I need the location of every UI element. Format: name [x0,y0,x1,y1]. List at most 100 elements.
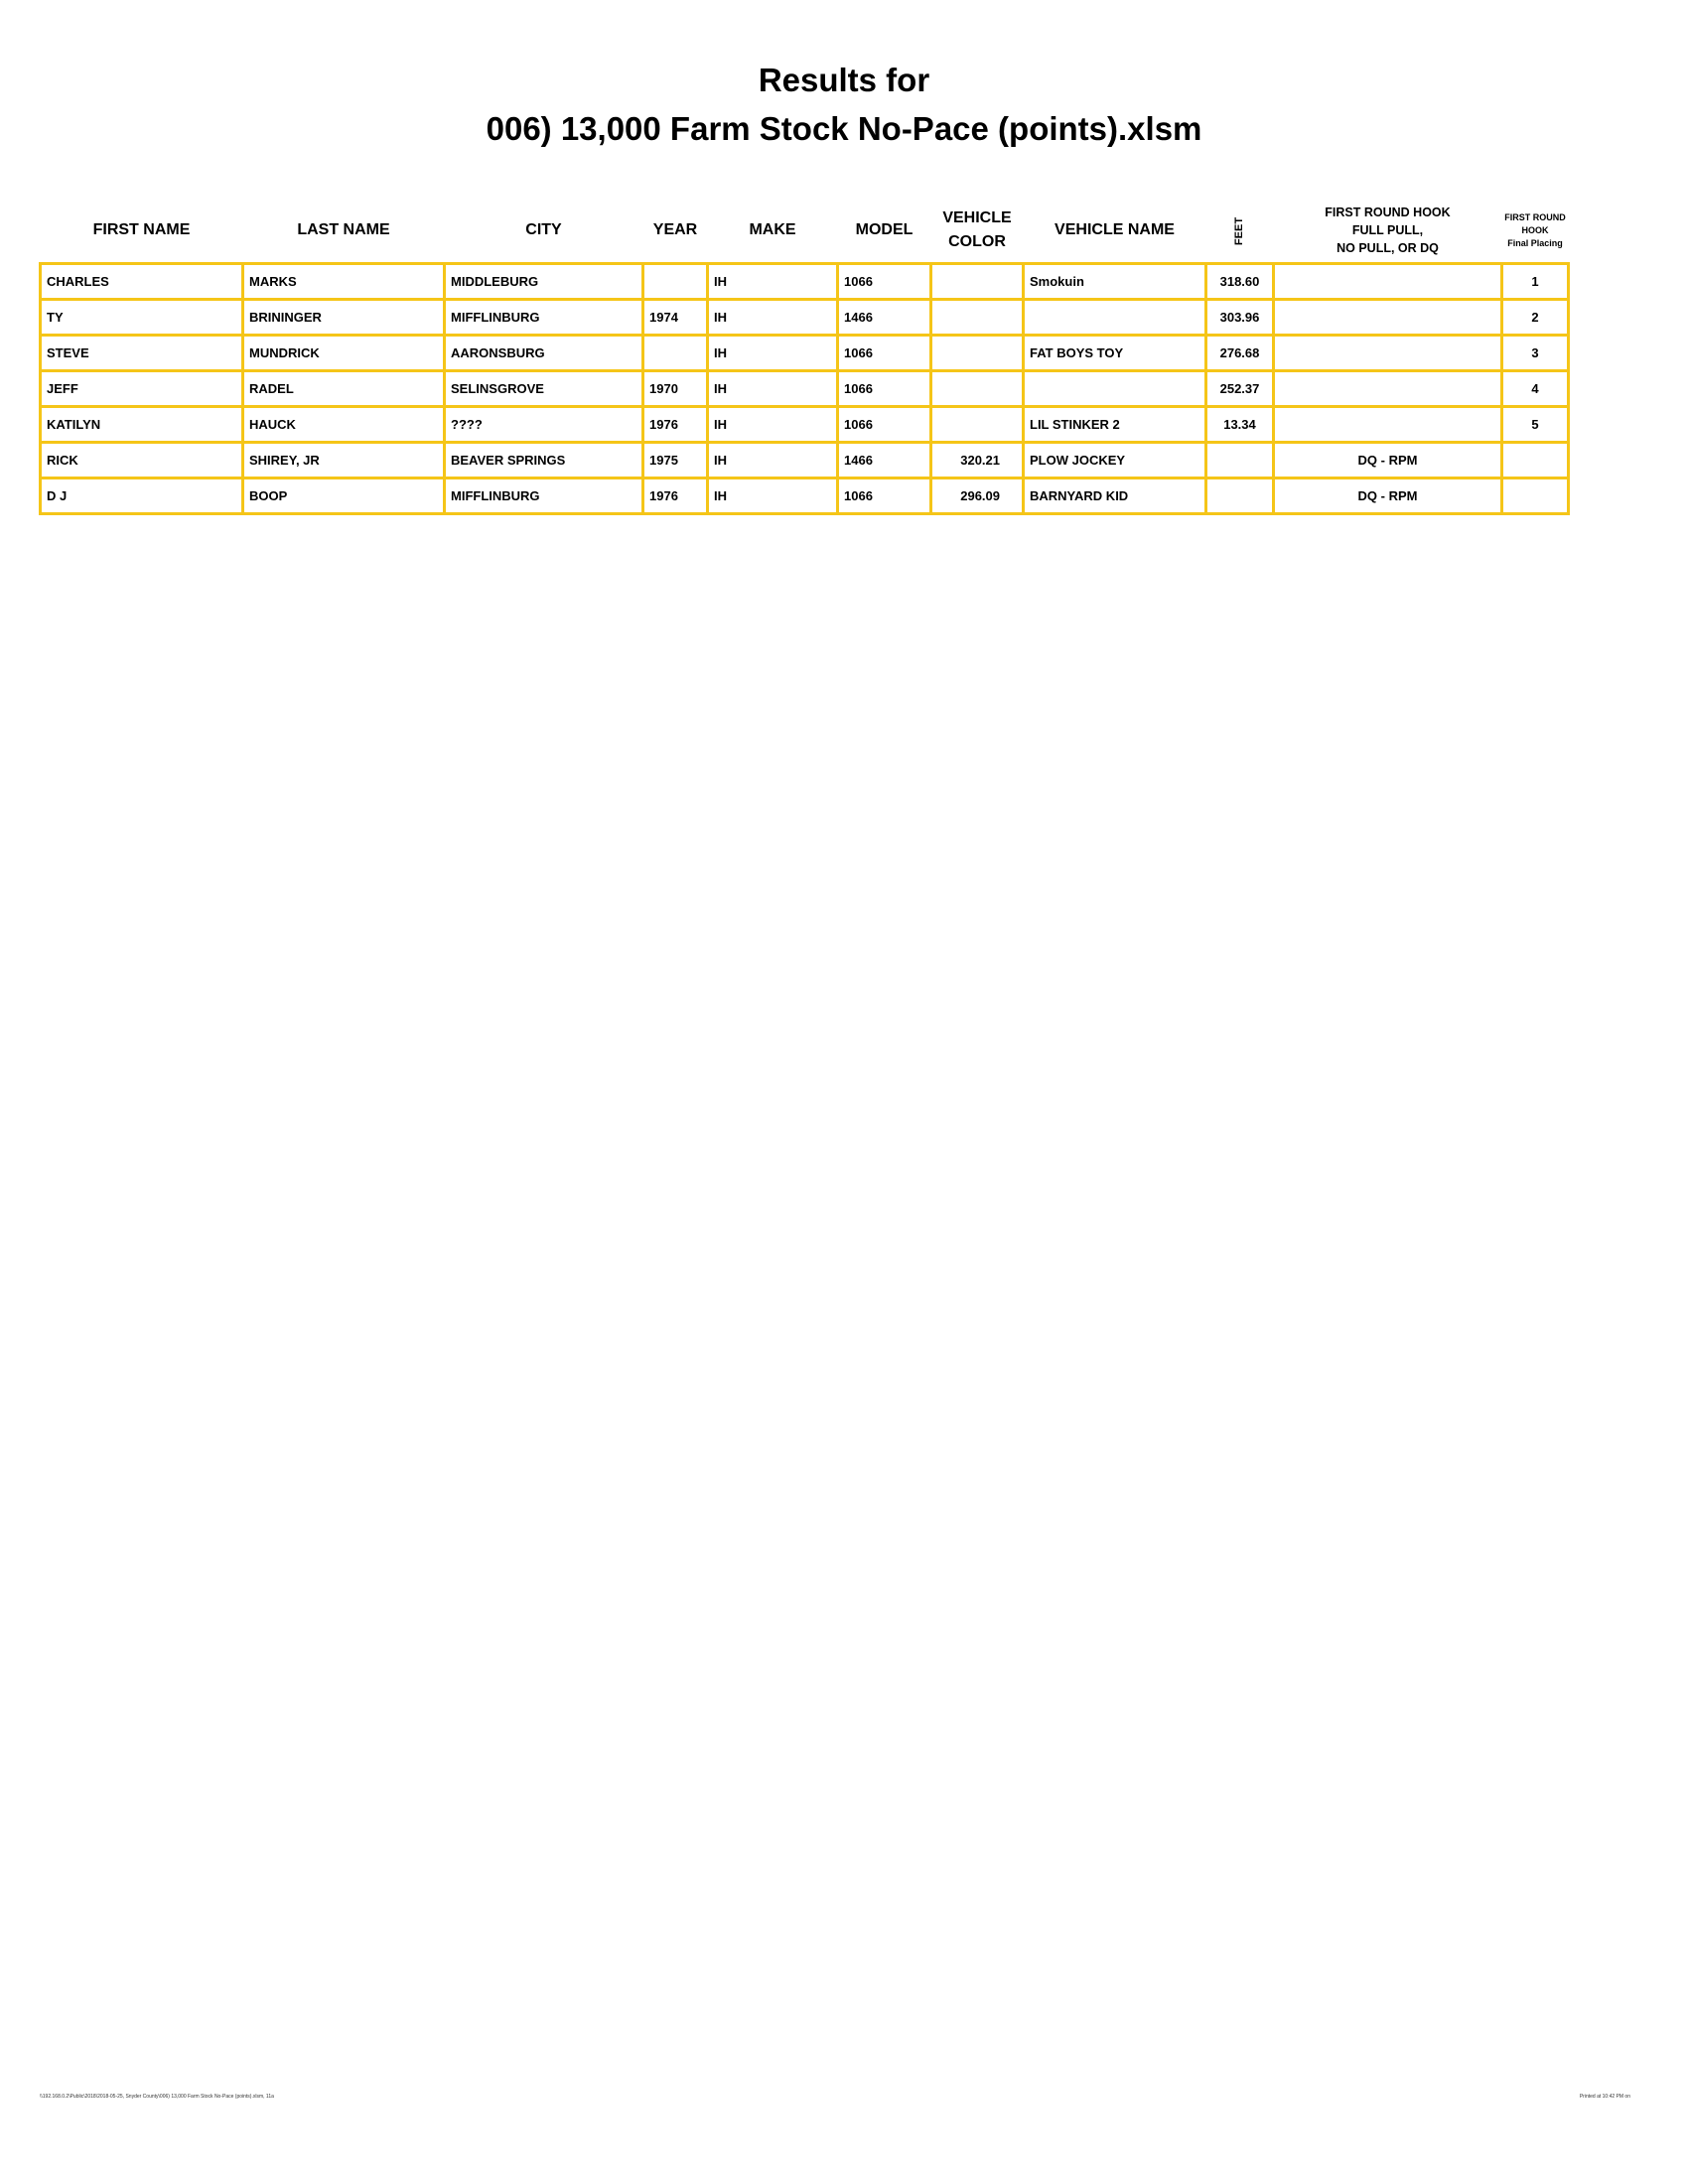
cell-model: 1066 [836,369,932,408]
cell-make: IH [706,405,839,444]
col-hook-result: FIRST ROUND HOOK FULL PULL, NO PULL, OR DQ [1325,205,1451,255]
cell-vehicle-name: BARNYARD KID [1022,477,1207,515]
col-vehicle-name: VEHICLE NAME [1055,221,1175,238]
cell-first-name: JEFF [39,369,244,408]
cell-final-placing: 4 [1500,369,1570,408]
cell-model: 1066 [836,477,932,515]
cell-model: 1066 [836,262,932,301]
cell-vehicle-color [929,405,1025,444]
cell-make: IH [706,477,839,515]
table-row: JEFF RADEL SELINSGROVE 1970 IH 1066 252.37 4 [39,369,1570,408]
cell-make: IH [706,298,839,337]
cell-year: 1974 [641,298,709,337]
cell-last-name: RADEL [241,369,446,408]
cell-first-name: TY [39,298,244,337]
cell-year: 1976 [641,405,709,444]
results-table: FIRST NAME LAST NAME CITY YEAR MAKE MODE… [39,199,1570,515]
cell-model: 1466 [836,441,932,479]
col-year: YEAR [652,221,698,238]
cell-city: MIFFLINBURG [443,298,644,337]
cell-last-name: BOOP [241,477,446,515]
col-model: MODEL [855,221,914,238]
table-row: TY BRININGER MIFFLINBURG 1974 IH 1466 303.96 2 [39,298,1570,337]
cell-vehicle-name [1022,369,1207,408]
cell-last-name: MUNDRICK [241,334,446,372]
cell-first-name: KATILYN [39,405,244,444]
cell-model: 1466 [836,298,932,337]
cell-hook-result [1272,262,1503,301]
col-vehicle-color: VEHICLE COLOR [942,209,1012,250]
col-first-name: FIRST NAME [92,221,191,238]
cell-hook-result [1272,405,1503,444]
table-row: RICK SHIREY, JR BEAVER SPRINGS 1975 IH 1466 32… [39,441,1570,479]
cell-final-placing: 2 [1500,298,1570,337]
cell-year: 1976 [641,477,709,515]
cell-make: IH [706,334,839,372]
cell-last-name: MARKS [241,262,446,301]
footer-file-path: \\192.168.0.2\Public\2018\2018-05-25, Sn… [40,2094,274,2100]
cell-vehicle-color [929,262,1025,301]
cell-feet: 303.96 [1204,298,1275,337]
cell-model: 1066 [836,405,932,444]
cell-first-name: STEVE [39,334,244,372]
col-last-name: LAST NAME [297,221,390,238]
cell-feet: 13.34 [1204,405,1275,444]
cell-feet: 252.37 [1204,369,1275,408]
cell-feet: 318.60 [1204,262,1275,301]
cell-city: BEAVER SPRINGS [443,441,644,479]
cell-model: 1066 [836,334,932,372]
cell-final-placing: 1 [1500,262,1570,301]
cell-vehicle-color: 296.09 [929,477,1025,515]
cell-vehicle-name: LIL STINKER 2 [1022,405,1207,444]
cell-final-placing: 3 [1500,334,1570,372]
cell-city: MIFFLINBURG [443,477,644,515]
cell-vehicle-name: PLOW JOCKEY [1022,441,1207,479]
cell-last-name: HAUCK [241,405,446,444]
cell-vehicle-name: FAT BOYS TOY [1022,334,1207,372]
cell-hook-result: DQ - RPM [1272,477,1503,515]
col-city: CITY [525,221,562,238]
cell-feet [1204,441,1275,479]
cell-first-name: RICK [39,441,244,479]
table-row: D J BOOP MIFFLINBURG 1976 IH 1066 296.09 BARNYA… [39,477,1570,515]
cell-vehicle-color: 320.21 [929,441,1025,479]
cell-first-name: CHARLES [39,262,244,301]
cell-year: 1975 [641,441,709,479]
col-final-placing: FIRST ROUND HOOK Final Placing [1504,211,1566,248]
cell-make: IH [706,369,839,408]
cell-hook-result: DQ - RPM [1272,441,1503,479]
cell-first-name: D J [39,477,244,515]
cell-hook-result [1272,298,1503,337]
cell-city: AARONSBURG [443,334,644,372]
cell-year [641,262,709,301]
cell-final-placing [1500,441,1570,479]
col-feet: FEET [1233,216,1246,245]
table-row: STEVE MUNDRICK AARONSBURG IH 1066 FAT BOYS TO… [39,334,1570,372]
cell-feet: 276.68 [1204,334,1275,372]
cell-last-name: BRININGER [241,298,446,337]
cell-vehicle-name [1022,298,1207,337]
cell-feet [1204,477,1275,515]
table-row: CHARLES MARKS MIDDLEBURG IH 1066 Smokuin 318.6… [39,262,1570,301]
cell-vehicle-name: Smokuin [1022,262,1207,301]
cell-vehicle-color [929,298,1025,337]
footer-printed-at: Printed at 10:42 PM on [1579,2094,1630,2100]
cell-vehicle-color [929,369,1025,408]
cell-hook-result [1272,369,1503,408]
cell-city: ???? [443,405,644,444]
report-subtitle: 006) 13,000 Farm Stock No-Pace (points).… [486,110,1202,147]
col-make: MAKE [749,221,796,238]
cell-final-placing: 5 [1500,405,1570,444]
report-title: Results for [758,62,930,98]
cell-city: MIDDLEBURG [443,262,644,301]
cell-make: IH [706,262,839,301]
cell-year [641,334,709,372]
cell-final-placing [1500,477,1570,515]
cell-make: IH [706,441,839,479]
header-row: FIRST NAME LAST NAME CITY YEAR MAKE MODE… [41,199,1569,264]
cell-last-name: SHIREY, JR [241,441,446,479]
cell-hook-result [1272,334,1503,372]
cell-city: SELINSGROVE [443,369,644,408]
cell-year: 1970 [641,369,709,408]
cell-vehicle-color [929,334,1025,372]
